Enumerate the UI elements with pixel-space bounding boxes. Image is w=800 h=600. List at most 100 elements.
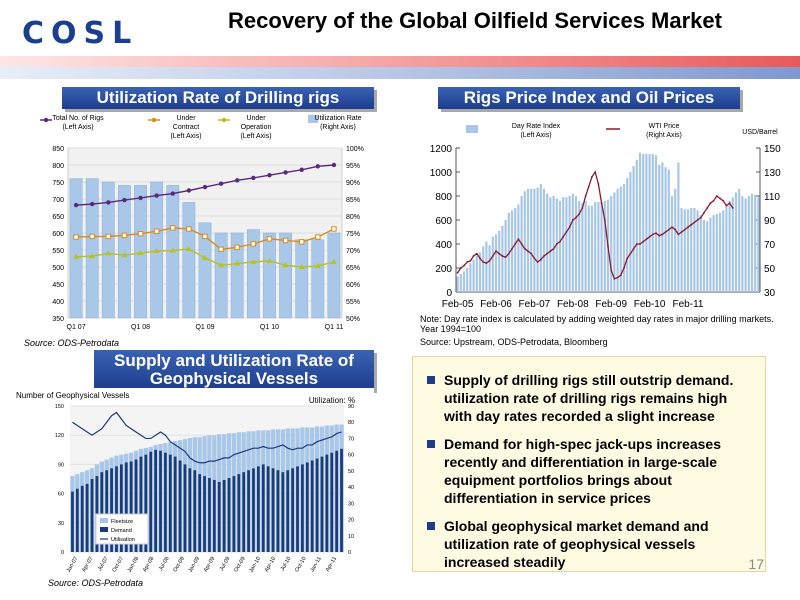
day-rate-bar xyxy=(462,271,466,292)
utilization-bar xyxy=(263,232,276,319)
day-rate-bar xyxy=(584,200,587,292)
day-rate-bar xyxy=(629,172,632,292)
demand-bar xyxy=(301,464,304,552)
under-contract-point xyxy=(137,230,144,237)
wti-price-point xyxy=(603,219,606,221)
wti-price-point xyxy=(578,213,581,215)
left-axis-tick-label: 150 xyxy=(55,404,64,410)
left-axis-tick-label: 30 xyxy=(58,521,64,527)
demand-bar xyxy=(222,479,226,552)
under-operation-point xyxy=(218,262,225,268)
day-rate-bar xyxy=(725,205,728,292)
under-contract-point xyxy=(73,234,79,240)
wti-price-point xyxy=(690,223,693,226)
demand-bar xyxy=(212,479,216,552)
wti-price-point xyxy=(664,231,667,233)
demand-bar xyxy=(271,468,275,552)
right-axis-tick-label: 100% xyxy=(346,146,364,153)
wti-price-point xyxy=(715,195,718,197)
demand-bar xyxy=(129,461,133,552)
under-operation-point xyxy=(185,245,192,251)
day-rate-bar xyxy=(661,162,664,292)
wti-price-point xyxy=(498,252,501,255)
left-axis-tick-label: 1000 xyxy=(430,168,453,179)
demand-bar xyxy=(188,468,192,552)
wti-price-point xyxy=(555,243,558,245)
right-axis-tick-label: 130 xyxy=(764,168,781,179)
left-axis-tick-label: 350 xyxy=(52,316,64,323)
right-axis-tick-label: 70 xyxy=(764,240,776,251)
total-rigs-point xyxy=(89,201,95,207)
wti-price-point xyxy=(482,261,485,263)
utilization-bar xyxy=(279,232,292,319)
right-axis-tick-label: 85% xyxy=(346,197,360,204)
left-axis-tick-label: 600 xyxy=(435,216,452,227)
left-axis-tick-label: 600 xyxy=(52,231,64,238)
demand-bar xyxy=(305,462,309,552)
wti-price-point xyxy=(488,259,491,262)
legend-label: Utilization Rate xyxy=(314,115,361,122)
demand-bar xyxy=(242,472,246,552)
x-axis-tick-label: Q1 08 xyxy=(131,324,150,331)
rigs-price-chart: Day Rate Index (Left Axis) WTI Price (Right… xyxy=(420,112,788,314)
left-axis-label: Number of Geophysical Vessels xyxy=(16,391,129,400)
legend-label: WTI Price xyxy=(649,123,680,130)
wti-price-point xyxy=(507,252,510,255)
under-contract-point xyxy=(105,233,111,240)
wti-price-point xyxy=(533,257,536,260)
legend-marker xyxy=(221,117,227,123)
demand-bar xyxy=(217,481,221,552)
day-rate-bar xyxy=(517,204,520,292)
x-axis-tick-label: Feb-05 xyxy=(442,299,474,310)
day-rate-bar xyxy=(526,188,530,292)
bullet-item: Global geophysical market demand and uti… xyxy=(427,517,755,571)
legend-label: Fleetsize xyxy=(111,519,133,525)
day-rate-bar xyxy=(722,210,725,292)
wti-price-point xyxy=(495,250,497,253)
x-axis-tick-label: Feb-06 xyxy=(480,299,512,310)
day-rate-bar xyxy=(699,215,702,292)
wti-price-point xyxy=(639,243,641,245)
under-contract-point xyxy=(234,244,240,250)
day-rate-bar xyxy=(686,209,690,292)
wti-price-point xyxy=(655,232,657,235)
under-operation-point xyxy=(298,264,305,269)
legend-swatch-utilization xyxy=(308,115,318,123)
day-rate-bar xyxy=(542,188,546,292)
under-contract-point xyxy=(218,246,224,253)
right-axis-tick-label: 110 xyxy=(764,192,780,203)
square-bullet-icon xyxy=(427,440,435,448)
utilization-bar xyxy=(311,239,325,319)
legend-label: Operation xyxy=(241,124,272,131)
utilization-bar xyxy=(198,222,212,319)
demand-bar xyxy=(198,474,202,552)
left-axis-tick-label: 650 xyxy=(52,214,64,221)
x-axis-tick-label: Q1 07 xyxy=(67,324,86,331)
day-rate-bar xyxy=(757,197,760,292)
wti-price-point xyxy=(709,202,712,205)
left-axis-tick-label: 750 xyxy=(52,180,64,187)
legend-marker xyxy=(43,117,49,123)
rigs-price-panel-title: Rigs Price Index and Oil Prices xyxy=(438,87,740,109)
legend-label: (Right Axis) xyxy=(646,132,682,139)
total-rigs-point xyxy=(315,164,321,169)
right-axis-tick-label: 75% xyxy=(346,231,360,238)
wti-price-point xyxy=(584,195,587,197)
right-axis-tick-label: 90 xyxy=(348,404,354,410)
day-rate-bar xyxy=(670,196,674,292)
left-axis-tick-label: 450 xyxy=(52,282,64,289)
day-rate-bar xyxy=(690,208,693,292)
left-axis-tick-label: 800 xyxy=(52,163,64,170)
right-axis-tick-label: 50 xyxy=(348,469,354,475)
x-axis-tick-label: Q1 09 xyxy=(195,324,214,331)
day-rate-bar xyxy=(645,154,648,292)
right-axis-tick-label: 50 xyxy=(764,264,776,275)
wti-price-point xyxy=(491,255,494,257)
wti-price-point xyxy=(667,228,670,231)
right-axis-tick-label: 80% xyxy=(346,214,360,221)
wti-price-point xyxy=(648,235,651,238)
demand-bar xyxy=(100,472,104,552)
left-axis-tick-label: 90 xyxy=(58,462,64,468)
day-rate-bar xyxy=(635,160,638,292)
day-rate-bar xyxy=(651,154,654,292)
